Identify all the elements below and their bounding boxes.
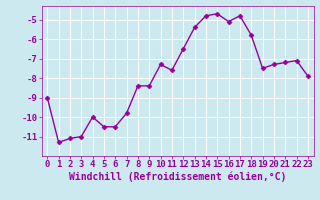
X-axis label: Windchill (Refroidissement éolien,°C): Windchill (Refroidissement éolien,°C) [69, 172, 286, 182]
